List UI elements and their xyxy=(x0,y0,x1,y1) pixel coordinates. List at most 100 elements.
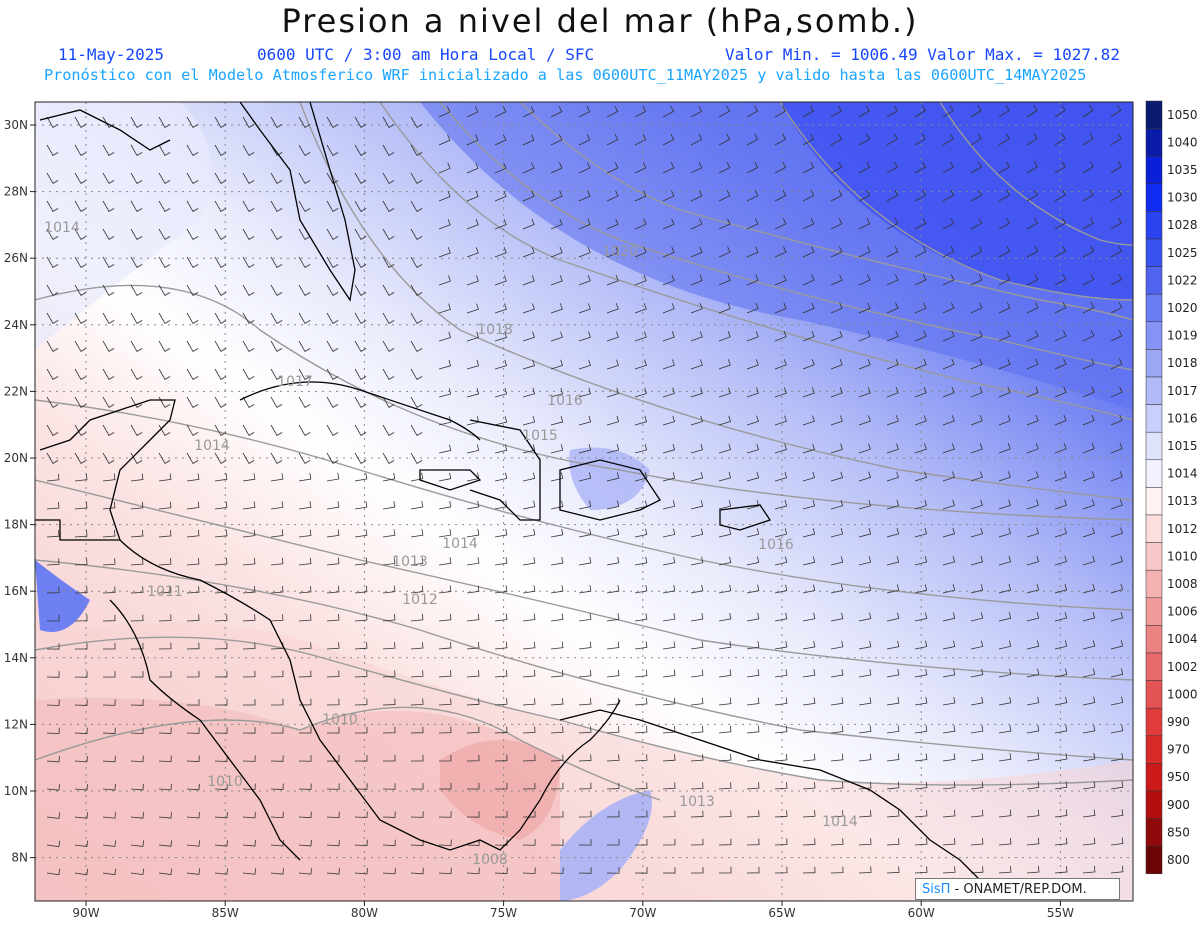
colorbar-swatch xyxy=(1145,211,1163,240)
colorbar-swatch xyxy=(1145,349,1163,378)
isobar-label: 1010 xyxy=(322,712,358,728)
colorbar-swatch xyxy=(1145,514,1163,543)
colorbar-swatch xyxy=(1145,487,1163,516)
colorbar-swatch xyxy=(1145,597,1163,626)
colorbar-swatch xyxy=(1145,790,1163,819)
colorbar-label: 1006 xyxy=(1167,605,1198,619)
isobar-label: 1014 xyxy=(442,536,478,552)
colorbar-label: 1028 xyxy=(1167,218,1198,232)
isobar-label: 1015 xyxy=(522,428,558,444)
forecast-time: 0600 UTC / 3:00 am Hora Local / SFC xyxy=(257,45,595,64)
map-title: Presion a nivel del mar (hPa,somb.) xyxy=(281,2,919,40)
lat-label: 10N xyxy=(4,784,28,798)
isobar-label: 1013 xyxy=(392,554,428,570)
colorbar-label: 1035 xyxy=(1167,163,1198,177)
lon-label: 75W xyxy=(490,906,517,920)
colorbar-swatch xyxy=(1145,238,1163,267)
isobar-label: 1008 xyxy=(472,852,508,868)
colorbar-swatch xyxy=(1145,818,1163,847)
lon-label: 85W xyxy=(212,906,239,920)
lon-label: 80W xyxy=(351,906,378,920)
colorbar-swatch xyxy=(1145,680,1163,709)
colorbar-swatch xyxy=(1145,431,1163,461)
colorbar-label: 1017 xyxy=(1167,384,1198,398)
colorbar-swatch xyxy=(1145,763,1163,792)
isobar-label: 1020 xyxy=(602,244,638,260)
colorbar-swatch xyxy=(1145,128,1163,157)
colorbar-label: 1013 xyxy=(1167,494,1198,508)
colorbar-swatch xyxy=(1145,155,1163,185)
colorbar-label: 1040 xyxy=(1167,135,1198,149)
isobar-label: 1016 xyxy=(547,393,583,409)
lat-label: 28N xyxy=(4,185,28,199)
colorbar-label: 990 xyxy=(1167,715,1190,729)
colorbar-swatch xyxy=(1145,542,1163,571)
lat-label: 18N xyxy=(4,518,28,532)
colorbar-label: 850 xyxy=(1167,825,1190,839)
lat-label: 14N xyxy=(4,651,28,665)
colorbar-label: 1015 xyxy=(1167,439,1198,453)
colorbar-label: 1002 xyxy=(1167,660,1198,674)
colorbar-label: 1018 xyxy=(1167,356,1198,370)
colorbar-label: 1004 xyxy=(1167,632,1198,646)
credit-box: SisΠ - ONAMET/REP.DOM. xyxy=(915,878,1120,900)
forecast-date: 11-May-2025 xyxy=(58,45,164,64)
colorbar-swatch xyxy=(1145,459,1163,488)
isobar-label: 1016 xyxy=(758,537,794,553)
colorbar-swatch xyxy=(1145,569,1163,599)
colorbar-swatch xyxy=(1145,321,1163,350)
longitude-labels: 90W 85W 80W 75W 70W 65W 60W 55W xyxy=(72,901,1074,920)
colorbar-label: 1014 xyxy=(1167,467,1198,481)
colorbar-swatch xyxy=(1145,625,1163,654)
lat-label: 20N xyxy=(4,451,28,465)
colorbar-label: 1022 xyxy=(1167,273,1198,287)
isobar-label: 1012 xyxy=(402,592,438,608)
isobar-label: 1013 xyxy=(679,794,715,810)
lon-label: 55W xyxy=(1047,906,1074,920)
colorbar-label: 800 xyxy=(1167,853,1190,867)
isobar-label: 1010 xyxy=(207,774,243,790)
colorbar-swatch xyxy=(1145,845,1163,875)
isobar-label: 1014 xyxy=(44,220,80,236)
colorbar-swatch xyxy=(1145,652,1163,681)
min-max-values: Valor Min. = 1006.49 Valor Max. = 1027.8… xyxy=(725,45,1120,64)
wind-barbs xyxy=(46,105,1124,876)
colorbar-swatch xyxy=(1145,183,1163,212)
pressure-colorbar: 1050 1040 1035 1030 1028 1025 1022 1020 1019 1018… xyxy=(1145,100,1198,875)
colorbar-label: 1012 xyxy=(1167,522,1198,536)
lat-label: 24N xyxy=(4,318,28,332)
colorbar-label: 1020 xyxy=(1167,301,1198,315)
isobar-value-labels: 1014 1020 1018 1017 1016 1015 1014 1014 1013 1012… xyxy=(44,220,858,868)
isobar-label: 1017 xyxy=(277,374,313,390)
lon-label: 90W xyxy=(72,906,99,920)
latitude-labels: 30N 28N 26N 24N 22N 20N 18N 16N 14N 12N 10N 8N xyxy=(4,118,35,865)
colorbar-label: 950 xyxy=(1167,770,1190,784)
colorbar-swatch xyxy=(1145,404,1163,433)
isobar-label: 1018 xyxy=(477,322,513,338)
colorbar-label: 900 xyxy=(1167,798,1190,812)
lat-label: 12N xyxy=(4,717,28,731)
sistpi-logo: SisΠ xyxy=(922,882,951,897)
colorbar-swatch xyxy=(1145,707,1163,737)
colorbar-swatch xyxy=(1145,100,1163,129)
colorbar-swatch xyxy=(1145,266,1163,295)
isobar-label: 1014 xyxy=(822,814,858,830)
lat-label: 16N xyxy=(4,584,28,598)
colorbar-label: 970 xyxy=(1167,743,1190,757)
isobar-label: 1011 xyxy=(147,584,183,600)
lat-label: 26N xyxy=(4,251,28,265)
forecast-description: Pronóstico con el Modelo Atmosferico WRF… xyxy=(44,66,1087,84)
colorbar-swatch xyxy=(1145,735,1163,764)
lat-label: 8N xyxy=(11,851,28,865)
colorbar-swatch xyxy=(1145,376,1163,405)
lat-label: 30N xyxy=(4,118,28,132)
colorbar-label: 1008 xyxy=(1167,577,1198,591)
colorbar-label: 1050 xyxy=(1167,108,1198,122)
map-frame xyxy=(34,101,1134,902)
colorbar-label: 1010 xyxy=(1167,549,1198,563)
colorbar-label: 1000 xyxy=(1167,687,1198,701)
colorbar-label: 1030 xyxy=(1167,191,1198,205)
lon-label: 60W xyxy=(908,906,935,920)
lat-label: 22N xyxy=(4,384,28,398)
